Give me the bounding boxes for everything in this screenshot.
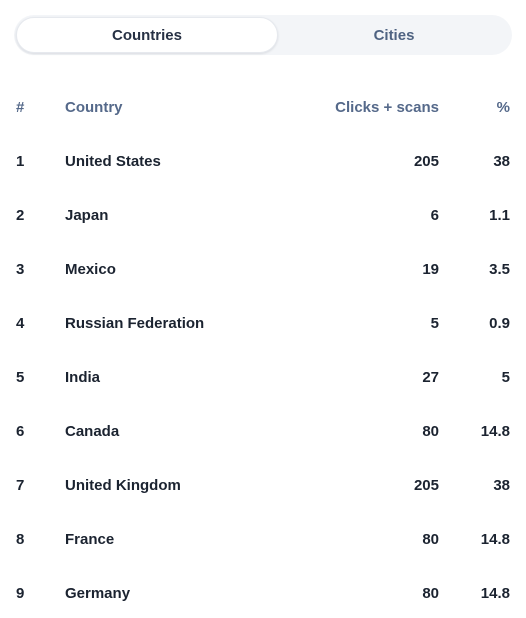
clicks-cell: 6 xyxy=(430,207,439,224)
table-row: 5 India 27 5 xyxy=(0,365,526,395)
clicks-column-header: Clicks + scans xyxy=(335,99,439,116)
country-cell: United States xyxy=(65,153,161,170)
rank-cell: 1 xyxy=(16,153,25,170)
percent-cell: 3.5 xyxy=(489,261,510,278)
rank-cell: 2 xyxy=(16,207,25,224)
table-row: 8 France 80 14.8 xyxy=(0,527,526,557)
rank-column-header: # xyxy=(16,99,25,116)
percent-cell: 0.9 xyxy=(489,315,510,332)
clicks-cell: 27 xyxy=(422,369,439,386)
percent-cell: 5 xyxy=(501,369,510,386)
tab-switcher: Countries Cities xyxy=(14,15,512,55)
country-cell: Mexico xyxy=(65,261,116,278)
tab-cities[interactable]: Cities xyxy=(373,26,415,44)
tab-countries[interactable]: Countries xyxy=(16,17,278,53)
clicks-cell: 80 xyxy=(422,423,439,440)
clicks-cell: 19 xyxy=(422,261,439,278)
rank-cell: 3 xyxy=(16,261,25,278)
percent-column-header: % xyxy=(496,99,510,116)
table-header: # Country Clicks + scans % xyxy=(0,95,526,121)
percent-cell: 38 xyxy=(493,477,510,494)
clicks-cell: 5 xyxy=(430,315,439,332)
country-cell: United Kingdom xyxy=(65,477,181,494)
percent-cell: 38 xyxy=(493,153,510,170)
rank-cell: 9 xyxy=(16,585,25,602)
percent-cell: 14.8 xyxy=(480,585,510,602)
rank-cell: 7 xyxy=(16,477,25,494)
clicks-cell: 205 xyxy=(413,477,439,494)
table-row: 2 Japan 6 1.1 xyxy=(0,203,526,233)
country-cell: Canada xyxy=(65,423,120,440)
table-row: 3 Mexico 19 3.5 xyxy=(0,257,526,287)
table-row: 4 Russian Federation 5 0.9 xyxy=(0,311,526,341)
rank-cell: 4 xyxy=(16,315,25,332)
rank-cell: 6 xyxy=(16,423,25,440)
country-column-header: Country xyxy=(65,99,123,116)
rank-cell: 8 xyxy=(16,531,25,548)
country-cell: Japan xyxy=(65,207,109,224)
percent-cell: 14.8 xyxy=(480,423,510,440)
table-row: 7 United Kingdom 205 38 xyxy=(0,473,526,503)
clicks-cell: 80 xyxy=(422,585,439,602)
table-row: 6 Canada 80 14.8 xyxy=(0,419,526,449)
country-cell: Russian Federation xyxy=(65,315,205,332)
percent-cell: 14.8 xyxy=(480,531,510,548)
country-cell: Germany xyxy=(65,585,131,602)
clicks-cell: 80 xyxy=(422,531,439,548)
table-row: 9 Germany 80 14.8 xyxy=(0,581,526,611)
percent-cell: 1.1 xyxy=(489,207,510,224)
country-cell: France xyxy=(65,531,115,548)
table-row: 1 United States 205 38 xyxy=(0,149,526,179)
rank-cell: 5 xyxy=(16,369,25,386)
country-cell: India xyxy=(65,369,101,386)
clicks-cell: 205 xyxy=(413,153,439,170)
